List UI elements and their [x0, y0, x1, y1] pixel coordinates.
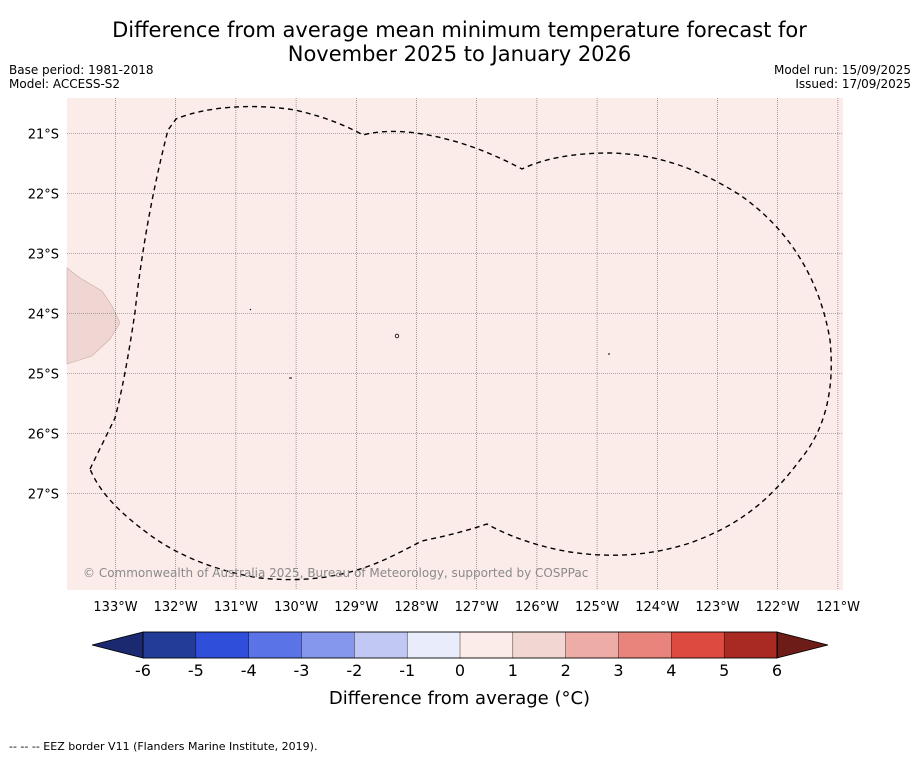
colorbar-over-arrow	[777, 632, 828, 658]
colorbar-tick: -6	[135, 661, 151, 680]
island-mark	[394, 333, 400, 339]
colorbar-cell	[142, 631, 197, 659]
longitude-labels: 133°W 132°W 131°W 130°W 129°W 128°W 127°…	[93, 600, 860, 615]
latitude-gridlines	[67, 133, 843, 494]
lon-label: 130°W	[274, 600, 318, 615]
lon-label: 123°W	[695, 600, 739, 615]
colorbar-cell	[512, 631, 567, 659]
colorbar-label: Difference from average (°C)	[328, 688, 591, 709]
map-title: Difference from average mean minimum tem…	[0, 18, 919, 66]
map-panel	[67, 98, 843, 590]
colorbar-tick: -5	[188, 661, 204, 680]
lon-label: 131°W	[214, 600, 258, 615]
lon-label: 121°W	[816, 600, 860, 615]
colorbar-cell	[195, 631, 250, 659]
lon-label: 124°W	[635, 600, 679, 615]
colorbar-tick: -1	[399, 661, 415, 680]
colorbar-cell	[618, 631, 673, 659]
title-line-1: Difference from average mean minimum tem…	[112, 18, 807, 42]
meta-left: Base period: 1981-2018 Model: ACCESS-S2	[9, 63, 154, 91]
colorbar-tick: -2	[346, 661, 362, 680]
island-mark	[249, 308, 252, 311]
colorbar-cell	[671, 631, 725, 659]
colorbar-tick: 5	[719, 661, 729, 680]
base-period: Base period: 1981-2018	[9, 63, 154, 77]
lat-label: 25°S	[28, 368, 59, 383]
model-name: Model: ACCESS-S2	[9, 77, 121, 91]
lon-label: 127°W	[455, 600, 499, 615]
issued-date: Issued: 17/09/2025	[795, 77, 911, 91]
colorbar-tick: -4	[241, 661, 257, 680]
longitude-gridlines	[115, 98, 839, 590]
lon-label: 125°W	[575, 600, 619, 615]
lat-label: 27°S	[28, 488, 59, 503]
lon-label: 128°W	[394, 600, 438, 615]
latitude-labels: 21°S 22°S 23°S 24°S 25°S 26°S 27°S	[28, 128, 59, 503]
copyright-notice: © Commonwealth of Australia 2025, Bureau…	[83, 566, 589, 580]
colorbar-tick: 2	[561, 661, 571, 680]
colorbar-over-outline	[776, 631, 829, 659]
colorbar-under-arrow	[92, 632, 143, 658]
colorbar-tick: 0	[455, 661, 465, 680]
colorbar-cell	[723, 631, 778, 659]
colorbar-cell	[459, 631, 514, 659]
colorbar-tick: 3	[613, 661, 623, 680]
lat-label: 22°S	[28, 188, 59, 203]
lon-label: 129°W	[334, 600, 378, 615]
colorbar-cell	[301, 631, 356, 659]
eez-border	[89, 105, 832, 581]
colorbar-cell	[565, 631, 620, 659]
meta-right: Model run: 15/09/2025 Issued: 17/09/2025	[774, 63, 911, 91]
lon-label: 133°W	[93, 600, 137, 615]
lon-label: 126°W	[515, 600, 559, 615]
lat-label: 21°S	[28, 128, 59, 143]
colorbar-cell	[406, 631, 461, 659]
lon-label: 132°W	[154, 600, 198, 615]
title-line-2: November 2025 to January 2026	[287, 42, 632, 66]
colorbar-tick: 6	[772, 661, 782, 680]
lat-label: 24°S	[28, 308, 59, 323]
model-run: Model run: 15/09/2025	[773, 63, 911, 77]
lat-label: 26°S	[28, 428, 59, 443]
lat-label: 23°S	[28, 248, 59, 263]
colorbar-cell	[354, 631, 408, 659]
colorbar-cell	[248, 631, 303, 659]
colorbar-tick: 4	[666, 661, 676, 680]
shaded-anomaly-region	[66, 267, 121, 365]
lon-label: 122°W	[756, 600, 800, 615]
colorbar-under-outline	[91, 631, 144, 659]
eez-footnote: -- -- -- EEZ border V11 (Flanders Marine…	[9, 740, 318, 753]
colorbar-tick: -3	[294, 661, 310, 680]
colorbar-tick: 1	[508, 661, 518, 680]
colorbar: -6 -5 -4 -3 -2 -1 0 1 2 3 4 5 6	[91, 631, 829, 680]
